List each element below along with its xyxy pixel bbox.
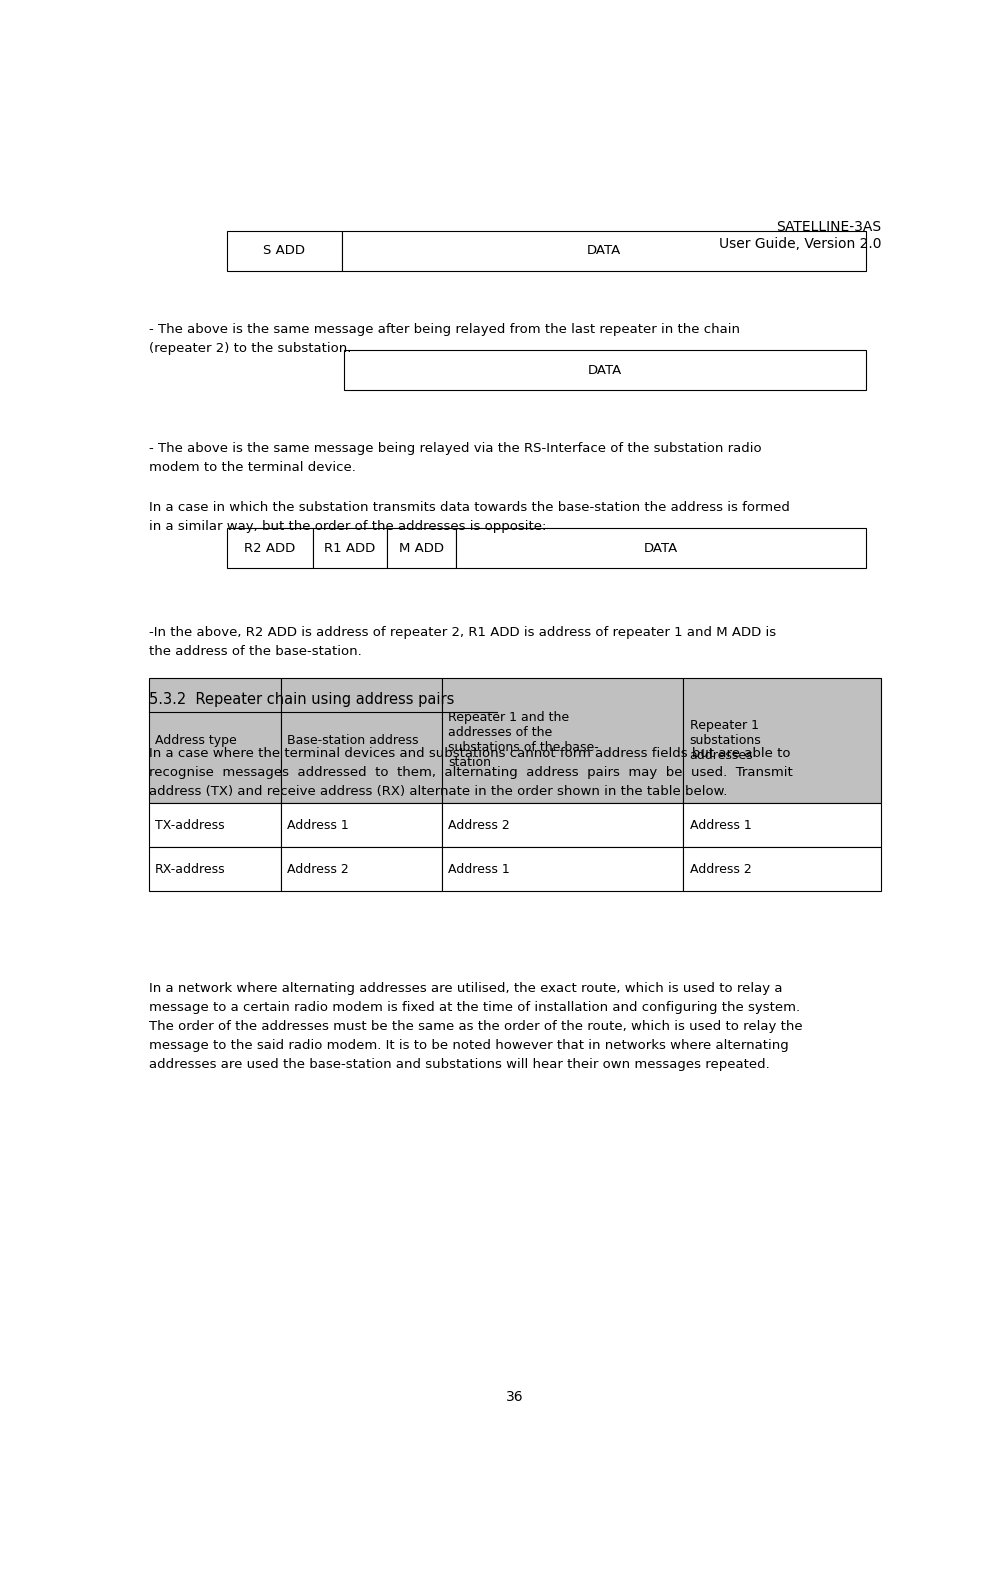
Text: Address type: Address type	[155, 734, 237, 746]
Text: M ADD: M ADD	[399, 542, 443, 555]
Bar	[280, 678, 442, 802]
Bar	[342, 231, 865, 271]
Bar	[683, 678, 881, 802]
Bar	[442, 847, 683, 892]
Text: In a network where alternating addresses are utilised, the exact route, which is: In a network where alternating addresses…	[149, 983, 803, 1072]
Text: Base-station address: Base-station address	[287, 734, 418, 746]
Text: SATELLINE-3AS: SATELLINE-3AS	[776, 220, 881, 233]
Bar	[683, 802, 881, 847]
Bar	[344, 349, 865, 391]
Text: DATA: DATA	[588, 364, 622, 376]
Text: Repeater 1
substations
addresses: Repeater 1 substations addresses	[689, 719, 762, 762]
Text: Address 2: Address 2	[287, 863, 349, 876]
Text: Repeater 1 and the
addresses of the
substations of the base-
station: Repeater 1 and the addresses of the subs…	[448, 711, 599, 769]
Bar	[387, 528, 455, 568]
Text: Address 1: Address 1	[689, 818, 752, 831]
Bar	[314, 528, 387, 568]
Text: -In the above, R2 ADD is address of repeater 2, R1 ADD is address of repeater 1 : -In the above, R2 ADD is address of repe…	[149, 627, 776, 659]
Text: - The above is the same message after being relayed from the last repeater in th: - The above is the same message after be…	[149, 322, 740, 354]
Text: TX-address: TX-address	[155, 818, 225, 831]
Text: R1 ADD: R1 ADD	[325, 542, 376, 555]
Text: 5.3.2  Repeater chain using address pairs: 5.3.2 Repeater chain using address pairs	[149, 692, 454, 708]
Text: Address 2: Address 2	[448, 818, 510, 831]
Text: Address 2: Address 2	[689, 863, 752, 876]
Text: S ADD: S ADD	[263, 244, 306, 257]
Text: 36: 36	[507, 1391, 524, 1405]
Text: User Guide, Version 2.0: User Guide, Version 2.0	[719, 236, 881, 250]
Text: Address 1: Address 1	[287, 818, 349, 831]
Bar	[149, 678, 280, 802]
Bar	[280, 802, 442, 847]
Text: Address 1: Address 1	[448, 863, 510, 876]
Bar	[442, 802, 683, 847]
Text: R2 ADD: R2 ADD	[244, 542, 295, 555]
Text: DATA: DATA	[587, 244, 621, 257]
Text: - The above is the same message being relayed via the RS-Interface of the substa: - The above is the same message being re…	[149, 442, 762, 474]
Bar	[227, 528, 314, 568]
Bar	[455, 528, 865, 568]
Bar	[149, 847, 280, 892]
Bar	[227, 231, 342, 271]
Text: DATA: DATA	[643, 542, 677, 555]
Text: In a case in which the substation transmits data towards the base-station the ad: In a case in which the substation transm…	[149, 501, 790, 533]
Text: In a case where the terminal devices and substations cannot form address fields : In a case where the terminal devices and…	[149, 746, 793, 798]
Text: RX-address: RX-address	[155, 863, 226, 876]
Bar	[442, 678, 683, 802]
Bar	[280, 847, 442, 892]
Bar	[149, 802, 280, 847]
Bar	[683, 847, 881, 892]
